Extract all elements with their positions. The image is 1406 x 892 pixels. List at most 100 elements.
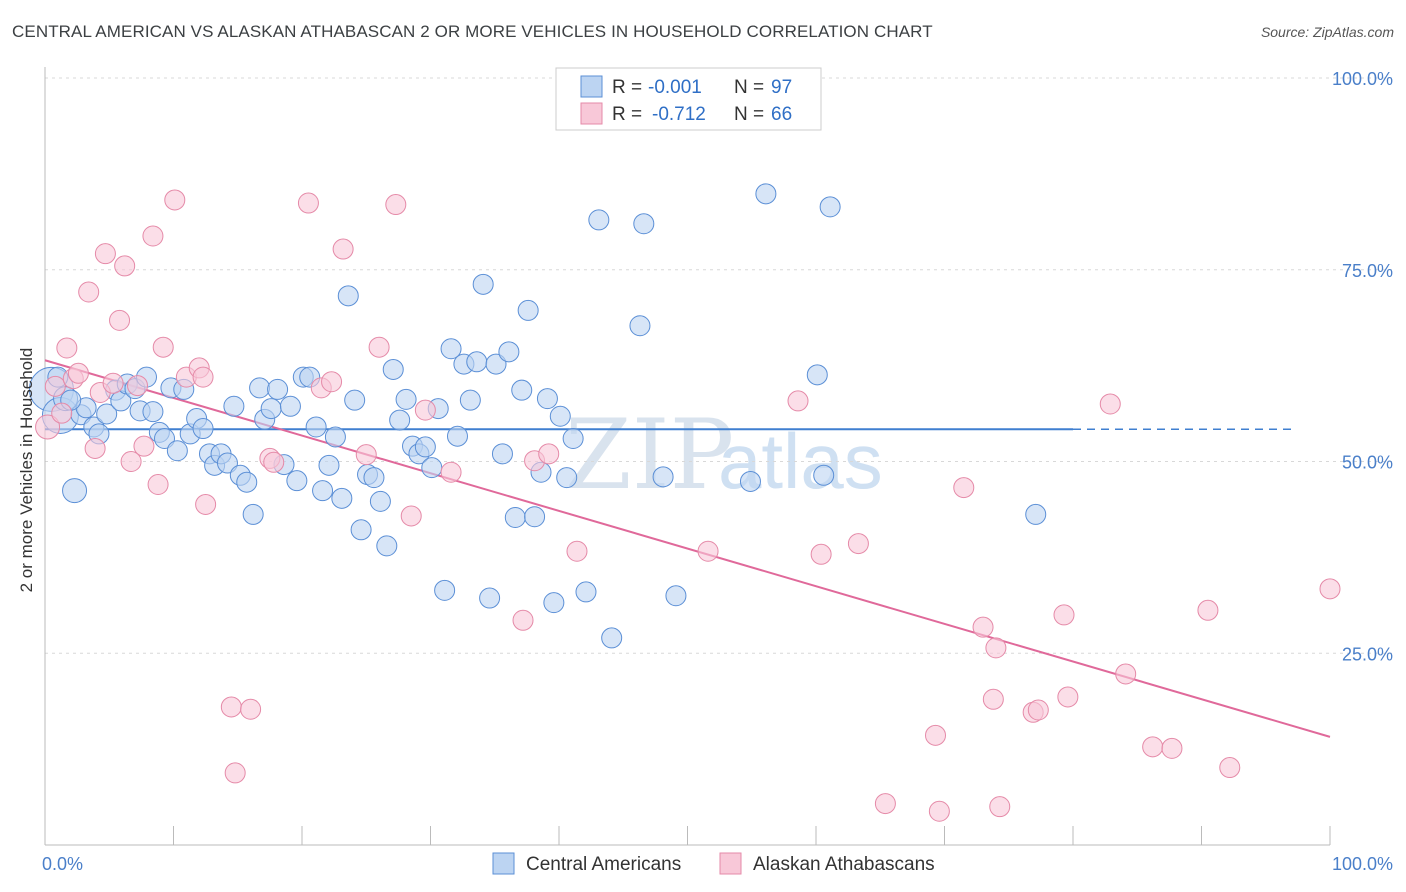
data-point [376, 535, 398, 557]
data-point [556, 467, 578, 489]
data-point [847, 533, 869, 555]
data-point [220, 696, 242, 718]
data-point [263, 451, 285, 473]
data-point [147, 474, 169, 496]
data-point [321, 371, 343, 393]
data-point [697, 540, 719, 562]
data-point [127, 375, 149, 397]
data-point [224, 762, 246, 784]
data-point [538, 443, 560, 465]
data-point [363, 467, 385, 489]
data-point [434, 579, 456, 601]
data-point [192, 418, 214, 440]
data-point [242, 503, 264, 525]
data-point [56, 337, 78, 359]
data-point [813, 464, 835, 486]
legend-r-value-1: -0.001 [648, 77, 702, 98]
data-point [51, 402, 73, 424]
series-central-americans [28, 183, 1047, 649]
data-point [459, 389, 481, 411]
x-tick-label-min: 0.0% [42, 854, 83, 874]
data-point [389, 409, 411, 431]
data-point [395, 388, 417, 410]
data-point [94, 243, 116, 265]
data-point [195, 493, 217, 515]
data-point [440, 338, 462, 360]
legend-swatch-central [580, 75, 603, 98]
data-point [1027, 699, 1049, 721]
data-point [588, 209, 610, 231]
y-tick-label-75: 75.0% [1342, 261, 1393, 281]
data-point [324, 426, 346, 448]
data-point [985, 637, 1007, 659]
data-point [787, 390, 809, 412]
data-point [575, 581, 597, 603]
source-note: Source: ZipAtlas.com [1260, 24, 1394, 40]
data-point [67, 362, 89, 384]
data-point [369, 490, 391, 512]
data-point [421, 457, 443, 479]
data-point [216, 452, 238, 474]
data-point [874, 793, 896, 815]
legend-r-label-2: R = [612, 104, 642, 125]
data-point [665, 585, 687, 607]
watermark-zip: ZIP [565, 399, 734, 511]
data-point [524, 506, 546, 528]
data-point [511, 379, 533, 401]
series-alaskan-athabascans [35, 189, 1341, 822]
data-point [536, 388, 558, 410]
data-point [332, 238, 354, 260]
data-point [78, 281, 100, 303]
data-point [120, 451, 142, 472]
data-point [114, 255, 136, 277]
data-point [400, 505, 422, 527]
data-point [1057, 686, 1079, 708]
data-point [972, 616, 994, 638]
data-point [472, 273, 494, 295]
x-tick-labels: 0.0% 100.0% [42, 854, 1393, 874]
watermark: ZIP atlas [565, 399, 883, 511]
data-point [601, 627, 623, 649]
data-point [96, 403, 118, 425]
data-point [318, 454, 340, 476]
data-point [152, 336, 174, 358]
data-point [485, 353, 507, 375]
data-point [806, 364, 828, 386]
data-point [512, 609, 534, 631]
data-point [633, 213, 655, 235]
data-point [35, 414, 61, 440]
data-point [566, 540, 588, 562]
data-point [1197, 599, 1219, 621]
data-point [312, 480, 334, 502]
data-point [517, 299, 539, 321]
data-point [414, 436, 436, 458]
data-point [355, 444, 377, 466]
y-tick-label-25: 25.0% [1342, 644, 1393, 664]
data-point [652, 466, 674, 488]
data-point [142, 401, 164, 423]
data-point [810, 543, 832, 565]
data-point [928, 800, 950, 822]
data-point [562, 427, 584, 449]
data-point [1099, 393, 1121, 415]
legend-r-label-1: R = [612, 77, 642, 98]
data-point [479, 587, 501, 609]
series-legend-label-alaskan: Alaskan Athabascans [753, 854, 935, 875]
data-point [1142, 736, 1164, 758]
data-point [133, 435, 155, 457]
legend-n-value-2: 66 [771, 104, 792, 125]
data-point [44, 375, 66, 397]
data-point [368, 336, 390, 358]
data-point [142, 225, 164, 247]
legend-n-label-2: N = [734, 104, 764, 125]
data-points [28, 183, 1341, 822]
data-point [337, 285, 359, 307]
legend-n-value-1: 97 [771, 77, 792, 98]
data-point [260, 398, 282, 420]
data-point [629, 315, 651, 337]
data-point [1319, 578, 1341, 600]
data-point [166, 440, 188, 462]
data-point [414, 399, 436, 421]
y-tick-labels: 25.0% 50.0% 75.0% 100.0% [1332, 69, 1393, 664]
data-point [331, 487, 353, 509]
